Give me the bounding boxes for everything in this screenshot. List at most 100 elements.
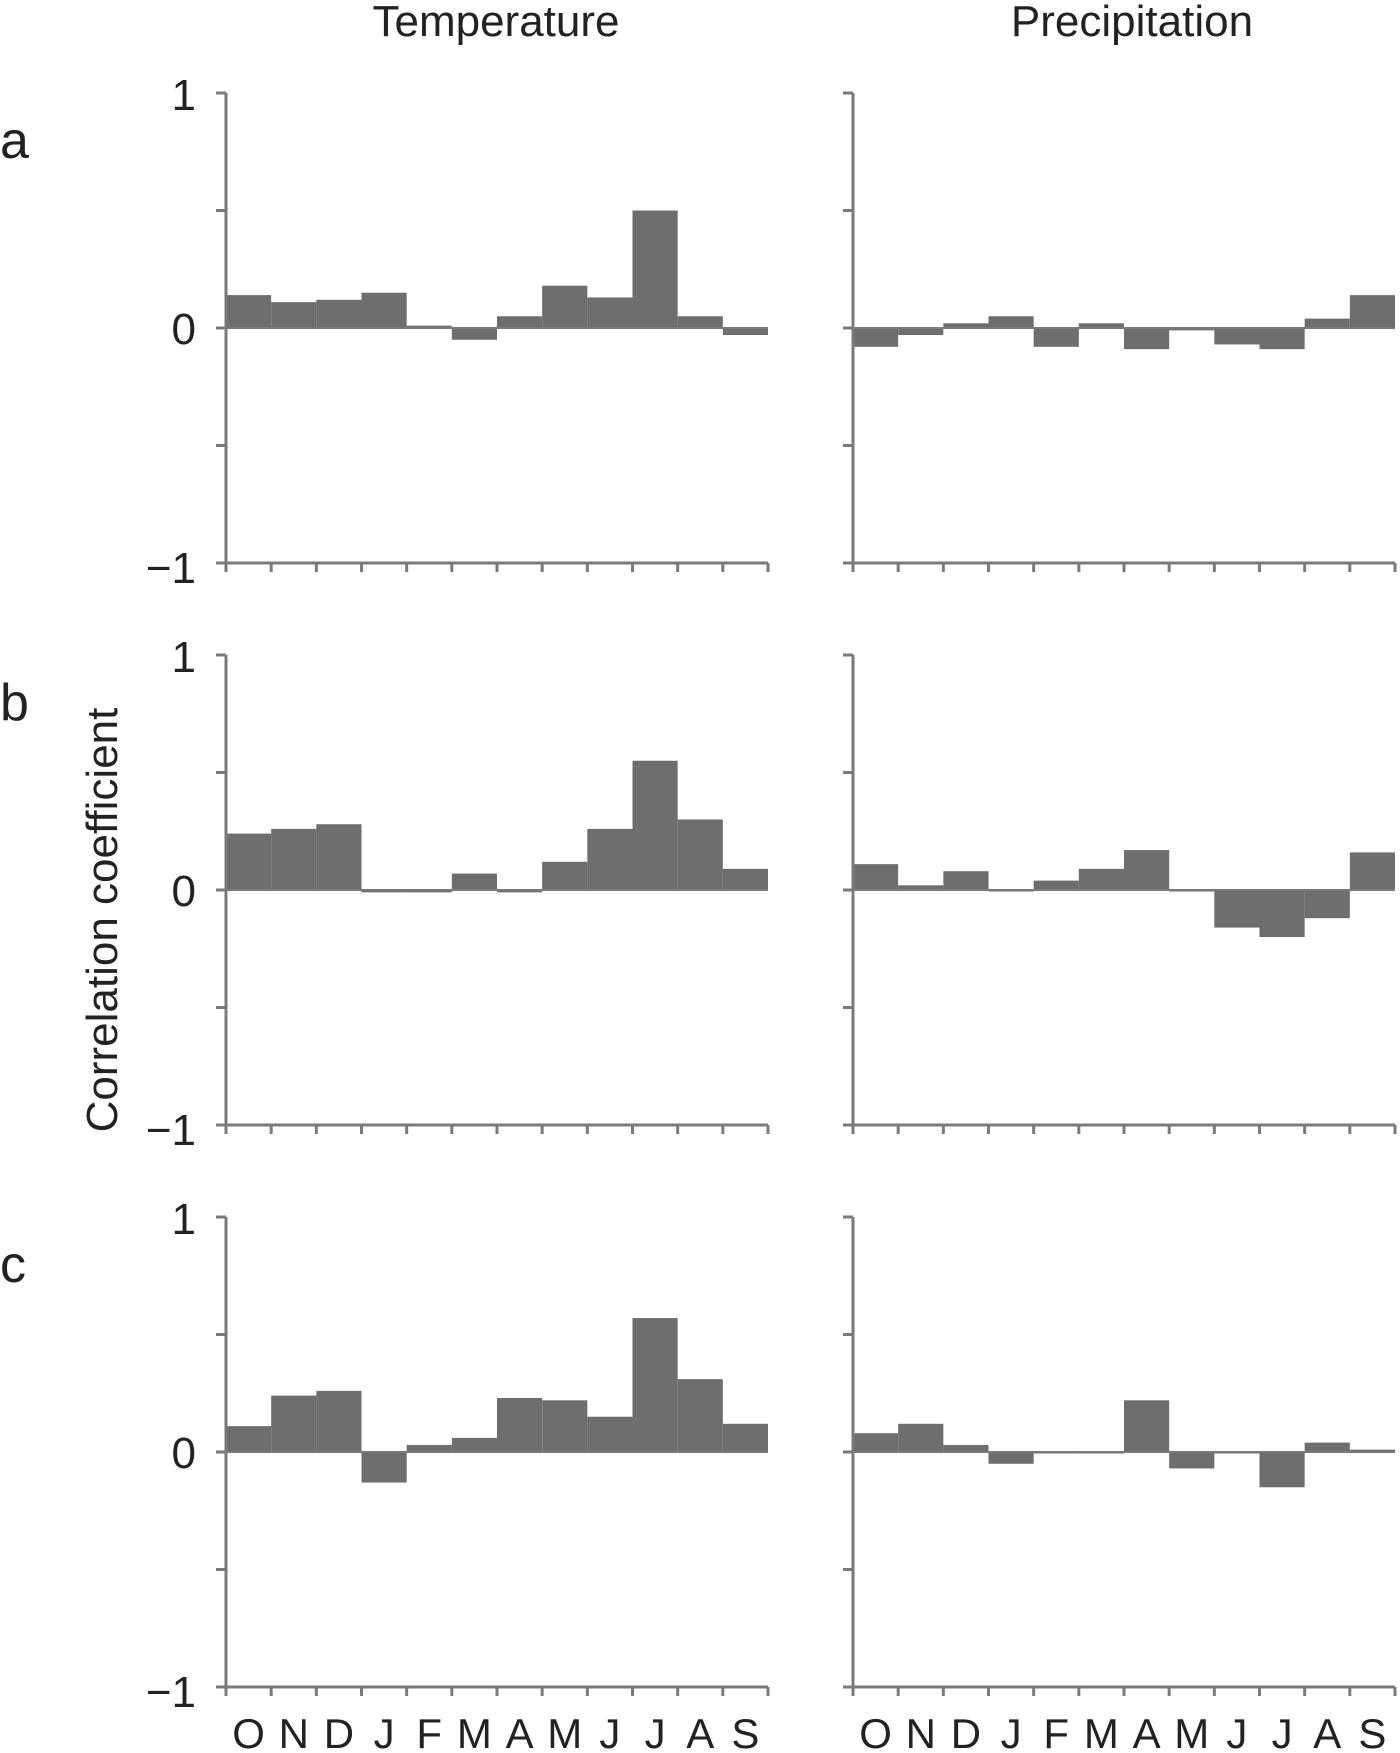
bar-m-8 — [542, 1400, 588, 1452]
month-label-f: F — [1043, 1710, 1069, 1753]
bar-n-2 — [898, 328, 944, 336]
bar-a-7 — [497, 316, 543, 328]
y-tick-label: 1 — [172, 1195, 196, 1244]
bar-n-2 — [898, 1423, 944, 1452]
bar-m-8 — [1169, 1452, 1215, 1469]
bar-j-4 — [988, 316, 1034, 328]
bar-s-12 — [722, 328, 768, 336]
y-tick-label: −1 — [146, 544, 196, 593]
month-label-a: A — [1313, 1710, 1341, 1753]
bar-a-7 — [1124, 850, 1170, 890]
panels-group: 10−110−110−1O N D J F M A M J J A S O N D J F M A M J J A S — [146, 71, 1397, 1753]
bar-f-5 — [1033, 328, 1079, 347]
month-label-s: S — [1358, 1710, 1386, 1753]
bar-j-10 — [1259, 1452, 1305, 1488]
month-label-a: A — [686, 1710, 714, 1753]
bar-j-4 — [361, 292, 407, 328]
bar-d-3 — [316, 299, 362, 328]
bar-f-5 — [1033, 880, 1079, 890]
bar-a-11 — [1304, 890, 1350, 919]
bar-a-11 — [1304, 1442, 1350, 1452]
bar-j-10 — [632, 760, 678, 890]
bar-a-11 — [677, 819, 723, 890]
bar-o-1 — [226, 833, 272, 890]
bar-o-1 — [853, 1433, 899, 1452]
month-label-o: O — [859, 1710, 892, 1753]
month-label-f: F — [416, 1710, 442, 1753]
bar-j-4 — [361, 890, 407, 893]
bar-o-1 — [226, 1426, 272, 1452]
month-label-a: A — [1133, 1710, 1161, 1753]
column-title-temperature: Temperature — [372, 0, 619, 46]
bar-s-12 — [1349, 852, 1395, 890]
bar-j-9 — [587, 1416, 633, 1452]
panel-b-precipitation — [843, 653, 1397, 1134]
panel-a-temperature: 1 0 −1 — [146, 71, 770, 593]
month-label-j: J — [1272, 1710, 1293, 1753]
bar-m-6 — [1078, 868, 1124, 890]
month-label-n: N — [279, 1710, 309, 1753]
y-tick-label: 1 — [172, 71, 196, 120]
y-tick-label: 0 — [172, 1429, 196, 1478]
bar-m-6 — [451, 328, 497, 340]
bar-a-7 — [1124, 328, 1170, 350]
month-label-m: M — [1084, 1710, 1119, 1753]
bar-f-5 — [406, 325, 452, 328]
bar-d-3 — [316, 1390, 362, 1452]
bar-m-8 — [1169, 328, 1215, 331]
y-tick-label: −1 — [146, 1106, 196, 1155]
bar-n-2 — [271, 828, 317, 890]
panel-c-temperature: 10−1O N D J F M A M J J A S — [146, 1195, 770, 1753]
month-label-m: M — [547, 1710, 582, 1753]
panel-b-temperature: 1 0 −1 — [146, 633, 770, 1155]
panel-letter-a: a — [0, 112, 29, 170]
column-title-precipitation: Precipitation — [1011, 0, 1253, 46]
bar-j-10 — [1259, 890, 1305, 937]
bar-n-2 — [898, 885, 944, 890]
bar-d-3 — [943, 323, 989, 328]
month-label-a: A — [506, 1710, 534, 1753]
bar-o-1 — [853, 864, 899, 890]
month-label-d: D — [324, 1710, 354, 1753]
month-label-o: O — [232, 1710, 265, 1753]
month-label-j: J — [645, 1710, 666, 1753]
bar-m-8 — [542, 285, 588, 328]
bar-m-6 — [451, 873, 497, 890]
month-label-s: S — [731, 1710, 759, 1753]
bar-a-11 — [677, 1379, 723, 1452]
bar-d-3 — [943, 1444, 989, 1452]
bar-s-12 — [722, 1423, 768, 1452]
month-label-m: M — [1174, 1710, 1209, 1753]
bar-j-4 — [361, 1452, 407, 1483]
bar-o-1 — [853, 328, 899, 347]
month-label-j: J — [599, 1710, 620, 1753]
bar-j-10 — [1259, 328, 1305, 350]
bar-d-3 — [943, 871, 989, 890]
panel-letter-c: c — [0, 1236, 26, 1294]
bar-m-6 — [1078, 323, 1124, 328]
month-label-j: J — [1001, 1710, 1022, 1753]
bar-n-2 — [271, 1395, 317, 1452]
y-tick-label: 0 — [172, 305, 196, 354]
bar-j-10 — [632, 210, 678, 328]
month-label-m: M — [457, 1710, 492, 1753]
bar-j-4 — [988, 1452, 1034, 1464]
bar-s-12 — [1349, 295, 1395, 328]
bar-j-9 — [587, 828, 633, 890]
y-tick-label: 1 — [172, 633, 196, 682]
bar-m-6 — [451, 1437, 497, 1452]
bar-j-10 — [632, 1318, 678, 1452]
month-label-j: J — [374, 1710, 395, 1753]
bar-n-2 — [271, 302, 317, 328]
bar-s-12 — [1349, 1449, 1395, 1452]
month-label-n: N — [906, 1710, 936, 1753]
bar-a-11 — [677, 316, 723, 328]
bar-f-5 — [406, 1444, 452, 1452]
bar-j-9 — [1214, 328, 1260, 345]
panel-a-precipitation — [843, 91, 1397, 572]
month-label-d: D — [951, 1710, 981, 1753]
y-axis-label: Correlation coefficient — [78, 708, 127, 1133]
bar-a-11 — [1304, 318, 1350, 328]
